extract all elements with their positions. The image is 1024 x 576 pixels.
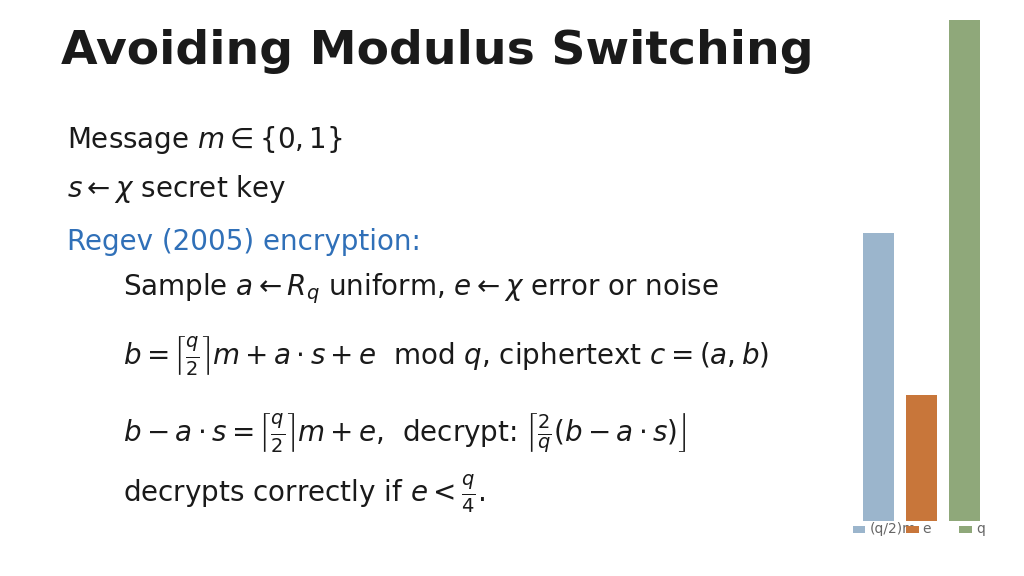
Text: Message $m \in \{0,1\}$: Message $m \in \{0,1\}$: [67, 124, 342, 156]
Bar: [906, 395, 937, 521]
Bar: [906, 526, 919, 533]
Text: Regev (2005) encryption:: Regev (2005) encryption:: [67, 228, 421, 256]
Text: decrypts correctly if $e < \frac{q}{4}$.: decrypts correctly if $e < \frac{q}{4}$.: [123, 472, 484, 515]
Text: $b = \left\lceil\frac{q}{2}\right\rceil m + a \cdot s + e$  mod $q$, ciphertext : $b = \left\lceil\frac{q}{2}\right\rceil …: [123, 334, 769, 377]
Text: q: q: [976, 522, 985, 536]
Bar: [949, 20, 980, 521]
Bar: [863, 233, 894, 521]
Text: $b - a \cdot s = \left\lceil\frac{q}{2}\right\rceil m + e$,  decrypt: $\left\lce: $b - a \cdot s = \left\lceil\frac{q}{2}\…: [123, 412, 686, 455]
Text: (q/2)m: (q/2)m: [869, 522, 916, 536]
Bar: [959, 526, 972, 533]
Bar: [853, 526, 865, 533]
Text: Avoiding Modulus Switching: Avoiding Modulus Switching: [61, 29, 814, 74]
Text: Sample $a \leftarrow R_q$ uniform, $e \leftarrow \chi$ error or noise: Sample $a \leftarrow R_q$ uniform, $e \l…: [123, 272, 719, 306]
Text: e: e: [923, 522, 931, 536]
Text: $s \leftarrow \chi$ secret key: $s \leftarrow \chi$ secret key: [67, 173, 286, 205]
